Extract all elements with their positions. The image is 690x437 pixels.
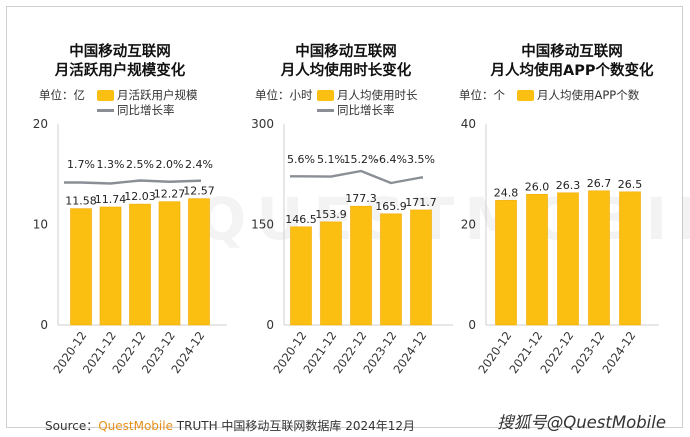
chart-frame: QUESTMOBILE 中国移动互联网 月活跃用户规模变化 单位：亿 月活跃用户…	[6, 6, 690, 433]
growth-rate-label: -6.4%	[375, 153, 407, 166]
y-tick-label: 20	[33, 117, 48, 131]
y-tick-label: 300	[251, 117, 274, 131]
growth-rate-label: 1.3%	[97, 158, 125, 171]
bar-value-label: 26.5	[618, 178, 643, 191]
legend-bar-swatch	[517, 89, 534, 101]
bar	[290, 226, 312, 326]
bar-value-label: 12.03	[124, 190, 156, 203]
bar-value-label: 12.57	[183, 185, 215, 198]
legend-line-swatch	[317, 108, 334, 112]
bar	[380, 213, 402, 326]
bar	[70, 208, 92, 326]
legend-bar-swatch	[317, 89, 334, 101]
source-brand: QuestMobile	[98, 419, 173, 433]
bar-value-label: 177.3	[345, 192, 377, 205]
legend-line-label: 同比增长率	[117, 103, 175, 117]
growth-rate-label: 3.5%	[407, 153, 435, 166]
growth-rate-label: 2.4%	[185, 158, 213, 171]
legend-line-label: 同比增长率	[337, 103, 395, 117]
growth-rate-label: 2.0%	[156, 158, 184, 171]
growth-rate-label: 1.7%	[67, 158, 95, 171]
bar-value-label: 11.74	[95, 193, 127, 206]
bar-value-label: 26.0	[525, 180, 550, 193]
bar-value-label: 12.27	[154, 188, 186, 201]
legend-bar-label: 月人均使用时长	[337, 88, 418, 102]
bar	[158, 201, 181, 326]
chart-panel-app-count: 中国移动互联网 月人均使用APP个数变化 单位：个 月人均使用APP个数 0 20…	[459, 7, 685, 387]
y-tick-label: 0	[266, 318, 274, 332]
growth-rate-label: 15.2%	[344, 153, 379, 166]
legend-bar: 月人均使用APP个数	[517, 87, 639, 103]
bar	[99, 206, 122, 326]
chart-title-line2: 月人均使用时长变化	[280, 63, 412, 79]
y-tick-label: 20	[461, 218, 476, 232]
chart-title-line2: 月人均使用APP个数变化	[490, 63, 654, 79]
growth-rate-label: 5.1%	[317, 153, 345, 166]
bar-value-label: 146.5	[285, 213, 317, 226]
legend-bar-label: 月活跃用户规模	[117, 88, 198, 102]
bar	[495, 200, 517, 326]
legend-line-swatch	[97, 108, 114, 112]
chart-title-line1: 中国移动互联网	[295, 44, 397, 60]
growth-rate-line	[290, 169, 423, 185]
bar	[526, 194, 548, 326]
growth-rate-label: 5.6%	[287, 153, 315, 166]
legend-bar-label: 月人均使用APP个数	[537, 88, 640, 102]
y-tick-label: 40	[461, 117, 476, 131]
y-tick-label: 150	[251, 218, 274, 232]
growth-rate-label: 2.5%	[126, 158, 154, 171]
unit-label: 单位：亿	[39, 88, 85, 102]
chart-title-line1: 中国移动互联网	[69, 44, 171, 60]
bar	[557, 192, 579, 326]
legend-line: 同比增长率	[97, 102, 175, 118]
bar	[410, 209, 432, 326]
bar-value-label: 165.9	[375, 200, 407, 213]
chart-plot: 0102011.582020-1211.742021-1212.032022-1…	[33, 117, 227, 376]
growth-rate-line	[64, 179, 201, 185]
chart-plot: 0150300146.52020-12153.92021-12177.32022…	[251, 117, 453, 376]
watermark-text: 搜狐号@QuestMobile	[497, 413, 666, 432]
chart-panel-duration: 中国移动互联网 月人均使用时长变化 单位：小时 月人均使用时长 同比增长率 0 1…	[233, 7, 459, 387]
bar	[320, 221, 342, 326]
bar-value-label: 11.58	[65, 195, 97, 208]
bar	[129, 203, 151, 326]
unit-label: 单位：小时	[255, 88, 313, 102]
source-note: Source：QuestMobile TRUTH 中国移动互联网数据库 2024…	[45, 417, 415, 434]
legend-bar: 月人均使用时长	[317, 87, 418, 103]
bar	[188, 198, 210, 326]
y-tick-label: 0	[468, 318, 476, 332]
chart-plot: 0204024.82020-1226.02021-1226.32022-1226…	[461, 117, 659, 376]
bar-value-label: 171.7	[405, 196, 437, 209]
y-tick-label: 0	[40, 318, 48, 332]
unit-label: 单位：个	[459, 88, 505, 102]
bar-value-label: 24.8	[494, 186, 519, 199]
chart-title-line2: 月活跃用户规模变化	[54, 63, 186, 79]
y-tick-label: 10	[33, 218, 48, 232]
legend-bar-swatch	[97, 89, 114, 101]
source-prefix: Source：	[45, 419, 99, 433]
bar	[619, 191, 641, 326]
bar	[588, 190, 610, 326]
bar	[350, 205, 372, 326]
bar-value-label: 26.3	[556, 179, 581, 192]
bar-value-label: 26.7	[587, 177, 612, 190]
bar-value-label: 153.9	[315, 208, 347, 221]
source-rest: TRUTH 中国移动互联网数据库 2024年12月	[172, 419, 416, 433]
legend-line: 同比增长率	[317, 102, 395, 118]
chart-title-line1: 中国移动互联网	[521, 44, 623, 60]
legend-bar: 月活跃用户规模	[97, 87, 198, 103]
chart-panel-mau: 中国移动互联网 月活跃用户规模变化 单位：亿 月活跃用户规模 同比增长率 0 10…	[7, 7, 233, 387]
